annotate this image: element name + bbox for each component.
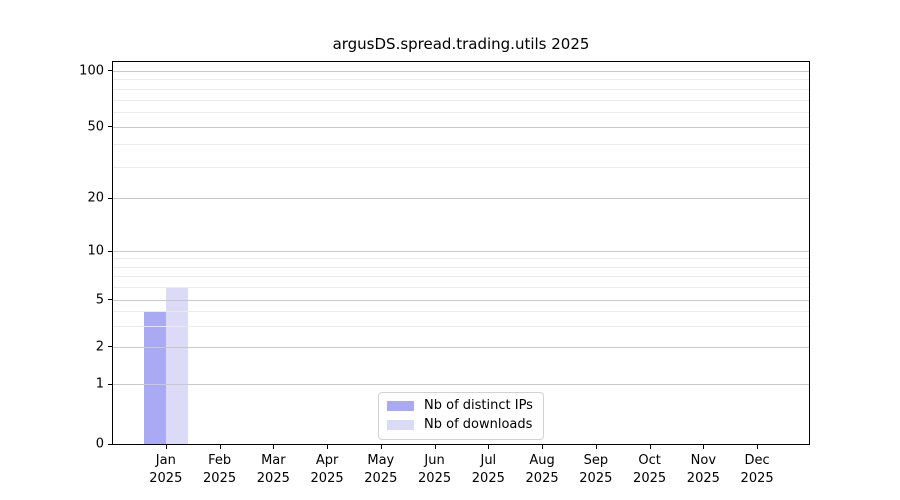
x-tick-mark: [757, 444, 759, 449]
x-tick-month: Dec: [744, 453, 770, 468]
x-tick-mark: [488, 444, 490, 449]
x-tick-year: 2025: [149, 470, 183, 486]
gridline-major: [113, 126, 809, 128]
x-tick-year: 2025: [471, 470, 505, 486]
y-tick-mark: [108, 250, 113, 252]
bar-distinct-ips-jan: [143, 311, 166, 444]
gridline-minor: [113, 144, 809, 146]
y-tick-mark: [108, 299, 113, 301]
x-tick-label-apr: Apr 2025: [311, 452, 344, 487]
x-tick-year: 2025: [686, 470, 720, 486]
x-tick-mark: [165, 444, 167, 449]
y-tick-mark: [108, 70, 113, 72]
x-tick-year: 2025: [364, 470, 398, 486]
legend-label-downloads: Nb of downloads: [424, 416, 533, 432]
x-tick-mark: [434, 444, 436, 449]
y-tick-mark: [108, 126, 113, 128]
y-tick-label: 2: [95, 339, 104, 354]
x-tick-label-nov: Nov 2025: [687, 452, 720, 487]
x-tick-month: Jan: [155, 453, 176, 468]
x-tick-label-jul: Jul 2025: [472, 452, 505, 487]
y-tick-mark: [108, 197, 113, 199]
x-tick-month: Mar: [261, 453, 286, 468]
y-tick-mark: [108, 383, 113, 385]
gridline-major: [113, 346, 809, 348]
gridline-minor: [113, 311, 809, 313]
gridline-minor: [113, 276, 809, 278]
y-tick-label: 50: [87, 119, 104, 135]
x-tick-label-mar: Mar 2025: [257, 452, 290, 487]
x-tick-mark: [273, 444, 275, 449]
x-tick-mark: [703, 444, 705, 449]
gridline-minor: [113, 325, 809, 327]
legend-swatch-distinct-ips: [387, 401, 414, 412]
x-tick-month: Sep: [583, 453, 609, 468]
x-tick-label-may: May 2025: [364, 452, 397, 487]
y-tick-mark: [108, 346, 113, 347]
gridline-major: [113, 299, 809, 301]
x-tick-month: Aug: [529, 453, 555, 468]
gridline-major: [113, 384, 809, 386]
x-tick-year: 2025: [418, 470, 452, 486]
x-tick-year: 2025: [740, 470, 774, 486]
x-tick-label-oct: Oct 2025: [633, 452, 666, 487]
legend-label-distinct-ips: Nb of distinct IPs: [424, 398, 533, 413]
gridline-major: [113, 198, 809, 200]
gridline-minor: [113, 266, 809, 268]
x-tick-mark: [380, 444, 382, 449]
x-tick-mark: [542, 444, 544, 449]
x-tick-year: 2025: [525, 470, 559, 486]
x-tick-year: 2025: [203, 470, 237, 486]
x-tick-month: Feb: [208, 453, 232, 468]
x-tick-mark: [219, 444, 221, 449]
y-tick-label: 0: [95, 436, 104, 452]
x-tick-label-aug: Aug 2025: [526, 452, 559, 487]
x-tick-month: Apr: [315, 453, 339, 468]
plot-area: argusDS.spread.trading.utils 2025 0 1 2 5 10…: [79, 35, 810, 486]
gridline-minor: [113, 286, 809, 288]
x-tick-month: Nov: [690, 453, 717, 468]
gridline-minor: [113, 79, 809, 81]
x-tick-label-jan: Jan 2025: [149, 452, 182, 487]
x-tick-month: Jun: [424, 453, 445, 468]
gridline-major: [113, 251, 809, 252]
y-tick-label: 5: [95, 292, 104, 308]
x-tick-month: Oct: [638, 453, 661, 468]
gridline-minor: [113, 99, 809, 101]
x-tick-year: 2025: [579, 470, 613, 486]
y-tick-label: 100: [79, 63, 104, 79]
x-tick-mark: [595, 444, 597, 449]
y-tick-label: 20: [87, 190, 104, 206]
legend-row-downloads: Nb of downloads: [387, 416, 533, 433]
x-tick-label-feb: Feb 2025: [203, 452, 236, 487]
gridline-minor: [113, 112, 809, 113]
x-tick-label-sep: Sep 2025: [579, 452, 612, 487]
gridline-minor: [113, 166, 809, 168]
bar-downloads-jan: [165, 286, 188, 444]
x-tick-mark: [649, 444, 651, 449]
gridline-major: [113, 70, 809, 72]
x-tick-month: Jul: [480, 453, 497, 468]
y-tick-label: 10: [87, 243, 104, 259]
gridline-minor: [113, 88, 809, 90]
x-tick-month: May: [367, 453, 395, 468]
legend-row-distinct-ips: Nb of distinct IPs: [387, 398, 533, 414]
x-tick-year: 2025: [633, 470, 667, 486]
x-tick-label-jun: Jun 2025: [418, 452, 451, 487]
chart-title: argusDS.spread.trading.utils 2025: [332, 35, 590, 53]
x-tick-year: 2025: [310, 470, 344, 486]
x-tick-mark: [327, 444, 329, 449]
gridline-minor: [113, 258, 809, 260]
x-tick-label-dec: Dec 2025: [741, 452, 774, 487]
y-tick-label: 1: [95, 376, 104, 392]
legend-swatch-downloads: [387, 420, 414, 431]
legend: Nb of distinct IPs Nb of downloads: [378, 392, 544, 440]
y-tick-mark: [108, 443, 113, 445]
x-tick-year: 2025: [256, 470, 290, 486]
